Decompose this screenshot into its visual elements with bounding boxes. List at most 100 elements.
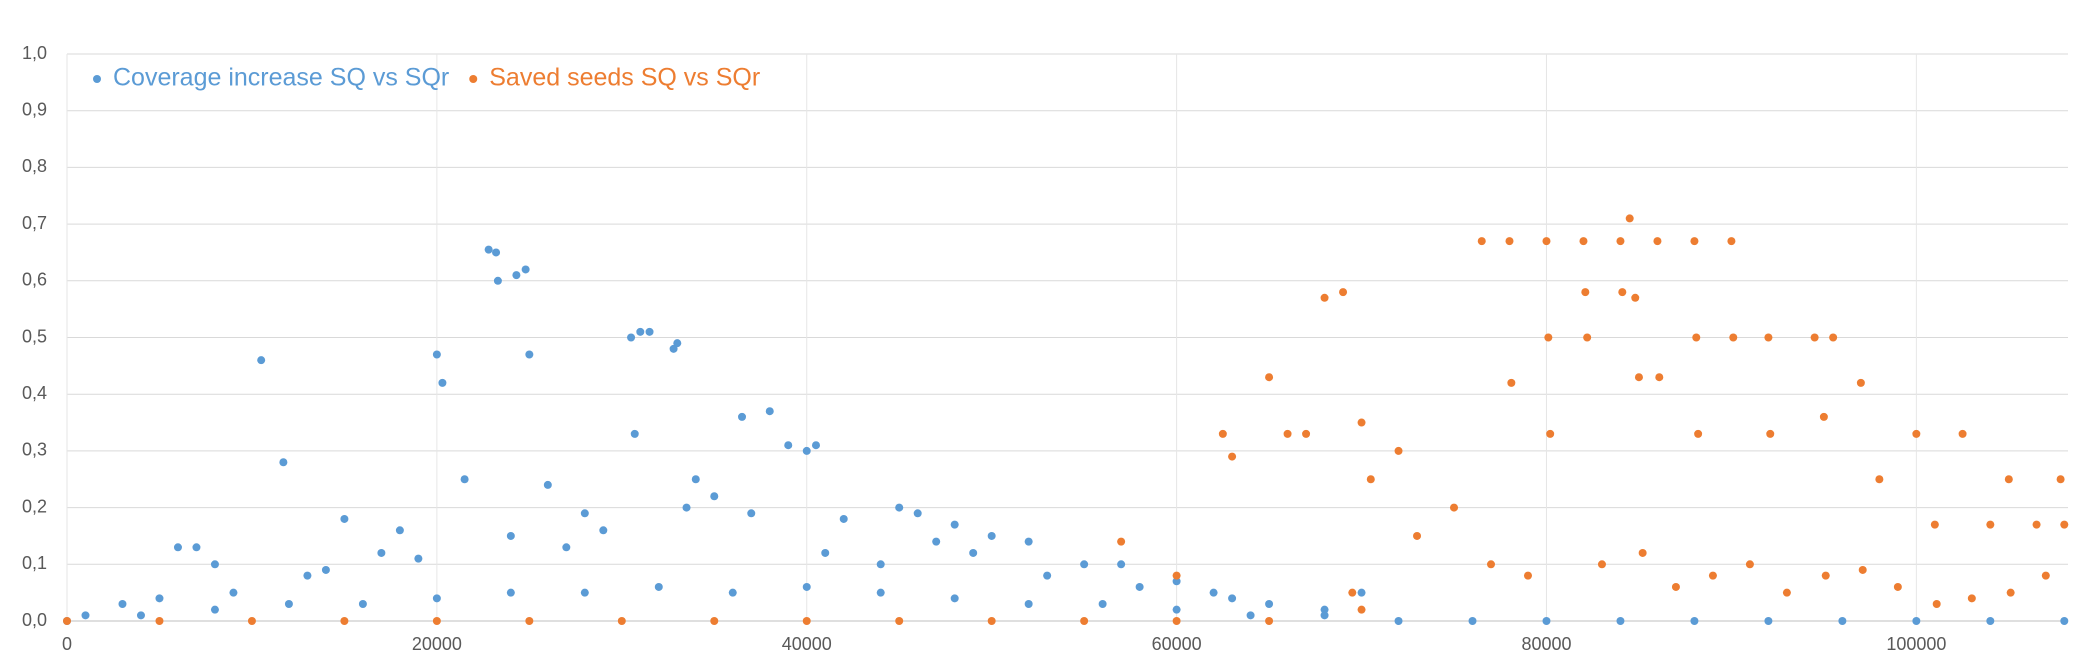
data-point xyxy=(1117,537,1126,546)
data-point xyxy=(1821,571,1830,580)
x-tick-label: 100000 xyxy=(1886,634,1946,654)
data-point xyxy=(1507,378,1516,387)
data-point xyxy=(118,599,127,608)
data-point xyxy=(839,514,848,523)
data-point xyxy=(1172,617,1181,625)
data-point xyxy=(1228,452,1237,461)
data-point xyxy=(192,543,201,552)
data-point xyxy=(506,531,515,540)
data-point xyxy=(1986,520,1995,529)
data-point xyxy=(1542,617,1551,625)
data-point xyxy=(1394,617,1403,625)
data-point xyxy=(654,582,663,591)
data-point xyxy=(1542,237,1551,246)
data-point xyxy=(669,344,678,353)
data-point xyxy=(2004,475,2013,484)
data-point xyxy=(432,350,441,359)
y-tick-label: 0,5 xyxy=(22,326,47,346)
data-point xyxy=(1655,373,1664,382)
data-point xyxy=(1265,373,1274,382)
data-point xyxy=(1856,378,1865,387)
data-point xyxy=(1967,594,1976,603)
data-point xyxy=(627,333,636,342)
data-point xyxy=(1653,237,1662,246)
x-tick-label: 0 xyxy=(62,634,72,654)
data-point xyxy=(1339,288,1348,297)
data-point xyxy=(506,588,515,597)
data-point xyxy=(1579,237,1588,246)
data-point xyxy=(493,276,502,285)
data-point xyxy=(1544,333,1553,342)
data-point xyxy=(521,265,530,274)
data-point xyxy=(155,617,164,625)
data-point xyxy=(1080,617,1089,625)
data-point xyxy=(1246,611,1255,620)
data-point xyxy=(580,588,589,597)
data-point xyxy=(512,271,521,280)
data-point xyxy=(987,531,996,540)
data-point xyxy=(1135,582,1144,591)
data-point xyxy=(811,441,820,450)
data-point xyxy=(876,588,885,597)
data-point xyxy=(1616,237,1625,246)
data-point xyxy=(229,588,238,597)
data-point xyxy=(1581,288,1590,297)
data-point xyxy=(1745,560,1754,569)
data-point xyxy=(1348,588,1357,597)
data-point xyxy=(210,605,219,614)
data-point xyxy=(1413,531,1422,540)
data-point xyxy=(645,327,654,336)
data-point xyxy=(617,617,626,625)
data-point xyxy=(1893,582,1902,591)
y-tick-label: 0,4 xyxy=(22,383,47,403)
data-point xyxy=(913,509,922,518)
data-point xyxy=(1766,429,1775,438)
data-point xyxy=(1912,429,1921,438)
data-point xyxy=(414,554,423,563)
data-point xyxy=(821,548,830,557)
y-tick-label: 0,0 xyxy=(22,610,47,630)
data-point xyxy=(950,520,959,529)
data-point xyxy=(562,543,571,552)
y-tick-label: 0,7 xyxy=(22,213,47,233)
data-point xyxy=(1357,588,1366,597)
data-point xyxy=(484,245,493,254)
data-point xyxy=(543,480,552,489)
data-point xyxy=(895,503,904,512)
data-point xyxy=(1694,429,1703,438)
data-point xyxy=(358,599,367,608)
legend-marker xyxy=(469,75,478,83)
data-point xyxy=(247,617,256,625)
data-point xyxy=(1228,594,1237,603)
data-point xyxy=(1117,560,1126,569)
data-point xyxy=(1523,571,1532,580)
data-point xyxy=(1708,571,1717,580)
data-point xyxy=(63,617,71,625)
data-point xyxy=(802,617,811,625)
data-point xyxy=(438,378,447,387)
data-point xyxy=(630,429,639,438)
x-tick-label: 80000 xyxy=(1521,634,1571,654)
data-point xyxy=(1357,605,1366,614)
data-point xyxy=(1692,333,1701,342)
data-point xyxy=(1875,475,1884,484)
y-tick-label: 0,3 xyxy=(22,440,47,460)
data-point xyxy=(1172,571,1181,580)
data-point xyxy=(173,543,182,552)
legend-marker xyxy=(93,75,101,83)
data-point xyxy=(1098,599,1107,608)
data-point xyxy=(1631,293,1640,302)
data-point xyxy=(1958,429,1967,438)
data-point xyxy=(2041,571,2050,580)
data-point xyxy=(1597,560,1606,569)
data-point xyxy=(747,509,756,518)
data-point xyxy=(802,446,811,455)
data-point xyxy=(691,475,700,484)
data-point xyxy=(432,617,441,625)
data-point xyxy=(2056,475,2065,484)
data-point xyxy=(1819,412,1828,421)
data-point xyxy=(580,509,589,518)
data-point xyxy=(636,327,645,336)
data-point xyxy=(1616,617,1625,625)
y-tick-label: 0,6 xyxy=(22,270,47,290)
